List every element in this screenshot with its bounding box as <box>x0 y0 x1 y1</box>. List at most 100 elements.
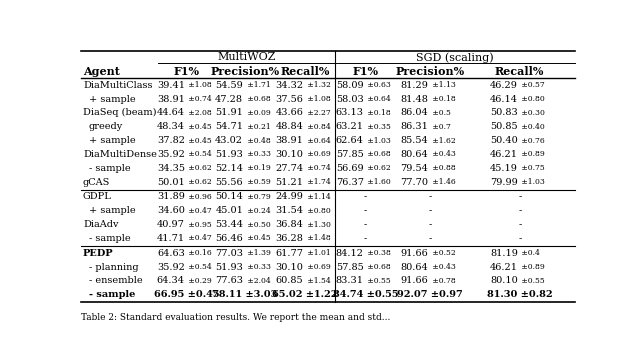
Text: 64.34: 64.34 <box>157 276 185 285</box>
Text: 81.29: 81.29 <box>401 81 428 90</box>
Text: -: - <box>364 234 367 243</box>
Text: ±0.80: ±0.80 <box>305 207 330 215</box>
Text: ±0.88: ±0.88 <box>430 164 456 172</box>
Text: -: - <box>364 206 367 215</box>
Text: ±1.01: ±1.01 <box>305 249 330 257</box>
Text: 80.10: 80.10 <box>490 276 518 285</box>
Text: ±0.64: ±0.64 <box>365 95 391 103</box>
Text: 38.91: 38.91 <box>157 95 185 103</box>
Text: DiaMultiDense: DiaMultiDense <box>83 150 157 159</box>
Text: gCAS: gCAS <box>83 178 110 187</box>
Text: ±0.18: ±0.18 <box>430 95 456 103</box>
Text: 53.44: 53.44 <box>215 220 243 229</box>
Text: 76.37: 76.37 <box>335 178 364 187</box>
Text: ±2.27: ±2.27 <box>305 109 330 117</box>
Text: ±1.71: ±1.71 <box>244 81 270 89</box>
Text: ±0.33: ±0.33 <box>244 263 271 271</box>
Text: 37.56: 37.56 <box>275 95 303 103</box>
Text: 85.54: 85.54 <box>401 136 428 145</box>
Text: ±0.40: ±0.40 <box>520 123 545 131</box>
Text: ±0.45: ±0.45 <box>186 137 212 145</box>
Text: ±0.74: ±0.74 <box>305 164 330 172</box>
Text: ±1.14: ±1.14 <box>305 193 330 201</box>
Text: SGD (scaling): SGD (scaling) <box>416 52 494 63</box>
Text: 86.04: 86.04 <box>401 108 428 118</box>
Text: 79.54: 79.54 <box>401 164 428 173</box>
Text: 40.97: 40.97 <box>157 220 185 229</box>
Text: 46.29: 46.29 <box>490 81 518 90</box>
Text: 34.32: 34.32 <box>275 81 303 90</box>
Text: 51.91: 51.91 <box>215 108 243 118</box>
Text: 58.03: 58.03 <box>336 95 364 103</box>
Text: ±0.47: ±0.47 <box>186 234 212 243</box>
Text: 91.66: 91.66 <box>401 276 428 285</box>
Text: ±0.54: ±0.54 <box>186 263 212 271</box>
Text: ±0.76: ±0.76 <box>520 137 545 145</box>
Text: - planning: - planning <box>89 263 138 271</box>
Text: 51.93: 51.93 <box>215 263 243 271</box>
Text: Table 2: Standard evaluation results. We report the mean and std...: Table 2: Standard evaluation results. We… <box>81 312 390 322</box>
Text: 41.71: 41.71 <box>157 234 185 243</box>
Text: ±1.48: ±1.48 <box>305 234 330 243</box>
Text: 31.54: 31.54 <box>275 206 303 215</box>
Text: ±0.35: ±0.35 <box>365 123 391 131</box>
Text: 56.46: 56.46 <box>216 234 243 243</box>
Text: 66.95 ±0.45: 66.95 ±0.45 <box>154 290 220 299</box>
Text: 31.89: 31.89 <box>157 192 185 201</box>
Text: 50.83: 50.83 <box>490 108 518 118</box>
Text: ±0.74: ±0.74 <box>186 95 212 103</box>
Text: 46.21: 46.21 <box>490 263 518 271</box>
Text: Agent: Agent <box>83 66 120 77</box>
Text: - sample: - sample <box>89 234 131 243</box>
Text: - ensemble: - ensemble <box>89 276 143 285</box>
Text: -: - <box>518 220 522 229</box>
Text: Recall%: Recall% <box>280 66 330 77</box>
Text: ±0.47: ±0.47 <box>186 207 212 215</box>
Text: -: - <box>518 206 522 215</box>
Text: -: - <box>429 234 432 243</box>
Text: 48.34: 48.34 <box>157 122 185 131</box>
Text: 63.21: 63.21 <box>335 122 364 131</box>
Text: 27.74: 27.74 <box>275 164 303 173</box>
Text: 51.21: 51.21 <box>275 178 303 187</box>
Text: 50.14: 50.14 <box>215 192 243 201</box>
Text: ±0.09: ±0.09 <box>244 109 270 117</box>
Text: 54.59: 54.59 <box>216 81 243 90</box>
Text: 30.10: 30.10 <box>275 150 303 159</box>
Text: Precision%: Precision% <box>211 66 280 77</box>
Text: ±0.62: ±0.62 <box>186 164 212 172</box>
Text: ±0.33: ±0.33 <box>244 150 271 158</box>
Text: 34.35: 34.35 <box>157 164 185 173</box>
Text: 24.99: 24.99 <box>275 192 303 201</box>
Text: -: - <box>518 234 522 243</box>
Text: 36.28: 36.28 <box>275 234 303 243</box>
Text: -: - <box>364 192 367 201</box>
Text: 45.19: 45.19 <box>490 164 518 173</box>
Text: ±0.19: ±0.19 <box>244 164 270 172</box>
Text: ±1.03: ±1.03 <box>520 178 545 186</box>
Text: ±0.78: ±0.78 <box>430 277 456 285</box>
Text: ±0.48: ±0.48 <box>244 137 270 145</box>
Text: -: - <box>429 220 432 229</box>
Text: Recall%: Recall% <box>495 66 545 77</box>
Text: F1%: F1% <box>353 66 378 77</box>
Text: ±0.38: ±0.38 <box>365 249 391 257</box>
Text: ±0.24: ±0.24 <box>244 207 270 215</box>
Text: 54.71: 54.71 <box>215 122 243 131</box>
Text: ±0.69: ±0.69 <box>305 150 330 158</box>
Text: 55.56: 55.56 <box>216 178 243 187</box>
Text: ±0.84: ±0.84 <box>305 123 330 131</box>
Text: 36.84: 36.84 <box>275 220 303 229</box>
Text: ±0.80: ±0.80 <box>520 95 545 103</box>
Text: ±1.46: ±1.46 <box>430 178 456 186</box>
Text: ±2.04: ±2.04 <box>244 277 270 285</box>
Text: 43.02: 43.02 <box>215 136 243 145</box>
Text: 84.74 ±0.55: 84.74 ±0.55 <box>333 290 398 299</box>
Text: ±0.55: ±0.55 <box>520 277 545 285</box>
Text: 50.40: 50.40 <box>490 136 518 145</box>
Text: ±0.96: ±0.96 <box>186 193 212 201</box>
Text: 37.82: 37.82 <box>157 136 185 145</box>
Text: ±0.50: ±0.50 <box>244 221 270 229</box>
Text: ±0.68: ±0.68 <box>244 95 270 103</box>
Text: 84.12: 84.12 <box>335 249 364 258</box>
